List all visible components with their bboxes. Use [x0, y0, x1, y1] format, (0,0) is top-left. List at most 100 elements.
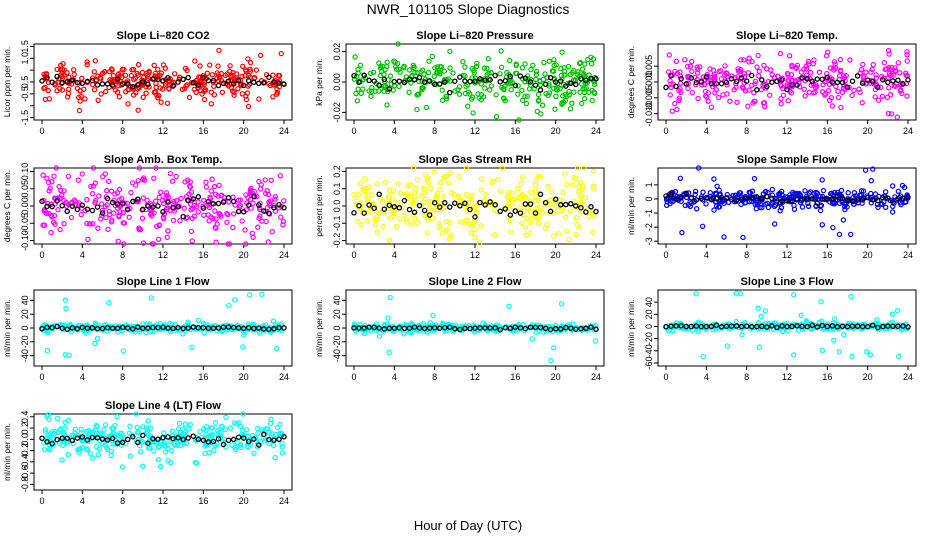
data-point [281, 198, 287, 204]
data-point [276, 72, 283, 79]
data-point [734, 99, 740, 106]
data-point [164, 205, 170, 211]
data-point [397, 69, 403, 75]
data-point [95, 452, 101, 458]
data-point [262, 437, 269, 443]
data-point [90, 165, 97, 171]
data-point [456, 173, 462, 180]
mean-point [527, 201, 534, 207]
data-point [103, 187, 110, 194]
data-point [272, 454, 278, 461]
data-point [689, 58, 695, 65]
mean-point [84, 325, 91, 331]
data-point [133, 89, 139, 96]
data-point [66, 74, 72, 80]
data-point [794, 62, 801, 69]
mean-point [663, 324, 669, 330]
data-point [685, 75, 691, 81]
mean-point [140, 78, 146, 85]
mean-point [547, 74, 554, 81]
mean-point [145, 81, 151, 88]
data-point [55, 206, 61, 213]
mean-points [39, 323, 287, 333]
data-point [164, 192, 170, 198]
mean-points [663, 72, 911, 93]
data-point [554, 208, 560, 215]
data-point [767, 92, 773, 98]
panel-title: Slope Sample Flow [737, 154, 838, 166]
mean-point [507, 73, 514, 80]
data-point [90, 220, 96, 227]
data-point [93, 444, 100, 450]
mean-point [251, 436, 257, 442]
data-point [685, 85, 691, 92]
data-point [376, 88, 382, 94]
mean-point [145, 203, 151, 209]
mean-point [94, 204, 101, 210]
x-tick-label: 24 [591, 372, 601, 382]
mean-point [205, 77, 212, 84]
data-point [254, 193, 260, 200]
data-point [848, 231, 854, 238]
mean-point [563, 83, 569, 89]
x-tick-label: 24 [591, 250, 601, 260]
data-point [424, 229, 430, 236]
mean-point [708, 323, 715, 330]
data-point [157, 85, 163, 91]
data-point [715, 204, 722, 210]
data-point [193, 203, 200, 210]
mean-point [266, 326, 272, 332]
data-point [777, 50, 784, 57]
mean-point [235, 325, 242, 331]
data-point [737, 291, 743, 297]
data-point [245, 194, 251, 201]
data-point [835, 94, 842, 101]
data-point [387, 73, 394, 79]
data-point [864, 349, 870, 355]
data-point [841, 331, 847, 338]
data-point [858, 192, 865, 198]
data-point [59, 66, 66, 73]
mean-point [245, 324, 252, 331]
mean-point [819, 76, 826, 83]
data-point [140, 240, 147, 246]
data-point [447, 65, 453, 71]
mean-point [401, 197, 408, 204]
data-point [562, 91, 569, 98]
mean-point [220, 441, 227, 448]
mean-point [869, 78, 876, 85]
mean-point [361, 72, 367, 78]
data-point [235, 86, 241, 92]
mean-point [527, 324, 534, 331]
data-point [493, 113, 500, 120]
mean-point [885, 323, 891, 329]
data-point [892, 65, 898, 71]
data-point [351, 191, 357, 198]
data-point [152, 198, 159, 204]
mean-point [532, 210, 539, 216]
panel-title: Slope Li–820 CO2 [117, 30, 210, 42]
data-point [202, 450, 208, 457]
data-point [61, 220, 67, 227]
x-tick-label: 20 [863, 126, 873, 136]
x-tick-label: 12 [782, 126, 792, 136]
mean-point [789, 198, 795, 204]
mean-point [819, 196, 826, 202]
data-point [543, 199, 550, 205]
mean-points [663, 190, 911, 206]
data-point [883, 204, 889, 210]
data-point [88, 183, 94, 190]
data-point [838, 187, 845, 194]
mean-point [819, 322, 826, 329]
data-point [391, 58, 397, 64]
x-tick-label: 20 [239, 496, 249, 506]
mean-point [814, 200, 821, 206]
data-point [580, 326, 586, 332]
mean-point [517, 210, 524, 216]
mean-point [764, 193, 770, 200]
data-point [727, 98, 733, 104]
data-point [569, 69, 576, 76]
data-point [575, 188, 582, 195]
